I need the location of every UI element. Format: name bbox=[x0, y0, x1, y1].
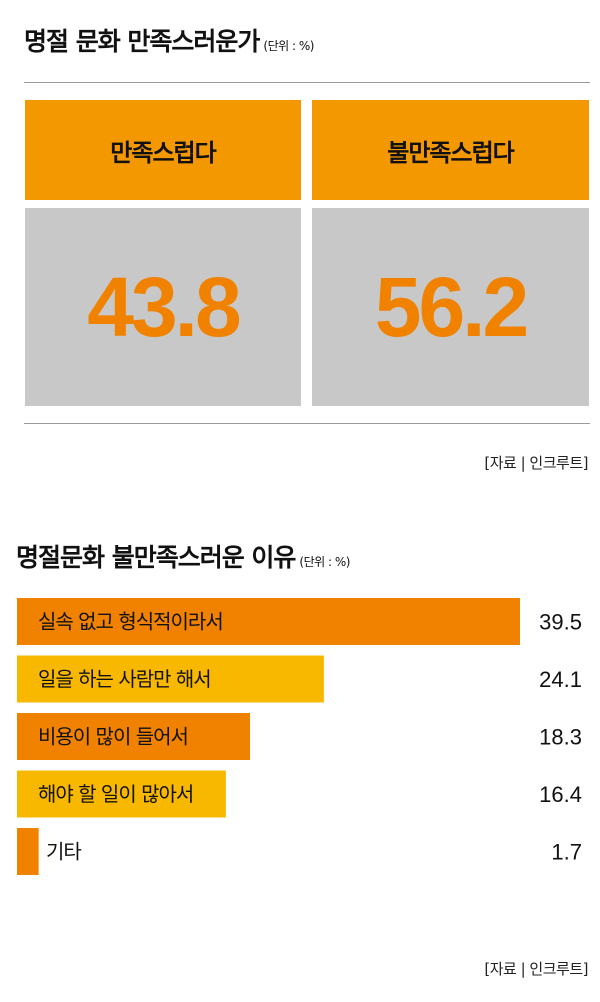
top-divider bbox=[24, 82, 590, 83]
reason-bar-2 bbox=[17, 655, 324, 703]
reasons-unit: (단위 : %) bbox=[299, 555, 350, 569]
reason-value-4: 16.4 bbox=[539, 782, 582, 807]
reason-bar-1 bbox=[17, 598, 520, 645]
reasons-title-text: 명절문화 불만족스러운 이유 bbox=[16, 543, 296, 572]
reasons-title: 명절문화 불만족스러운 이유 (단위 : %) bbox=[16, 538, 350, 574]
satisfaction-source: [자료 | 인크루트] bbox=[484, 454, 588, 472]
bottom-divider bbox=[24, 423, 590, 424]
reason-label-2: 일을 하는 사람만 해서 bbox=[38, 667, 211, 691]
satisfaction-title: 명절 문화 만족스러운가 (단위 : %) bbox=[24, 22, 314, 58]
reason-label-3: 비용이 많이 들어서 bbox=[38, 725, 188, 749]
reason-bar-3 bbox=[17, 713, 251, 760]
satisfied-header: 만족스럽다 bbox=[25, 100, 301, 200]
satisfaction-title-text: 명절 문화 만족스러운가 bbox=[24, 27, 260, 56]
satisfaction-unit: (단위 : %) bbox=[263, 39, 314, 53]
reason-label-1: 실속 없고 형식적이라서 bbox=[38, 610, 223, 634]
reason-value-1: 39.5 bbox=[539, 610, 582, 635]
satisfied-value: 43.8 bbox=[25, 208, 301, 406]
reason-value-2: 24.1 bbox=[539, 667, 582, 692]
reasons-source: [자료 | 인크루트] bbox=[484, 960, 588, 978]
unsatisfied-header: 불만족스럽다 bbox=[312, 100, 589, 200]
unsatisfied-value: 56.2 bbox=[312, 208, 589, 406]
reason-label-4: 해야 할 일이 많아서 bbox=[38, 782, 193, 806]
reason-label-5: 기타 bbox=[46, 840, 81, 864]
reason-bar-4 bbox=[17, 770, 226, 818]
reason-value-5: 1.7 bbox=[551, 840, 582, 865]
reason-bar-5 bbox=[17, 828, 39, 875]
reason-value-3: 18.3 bbox=[539, 725, 582, 750]
